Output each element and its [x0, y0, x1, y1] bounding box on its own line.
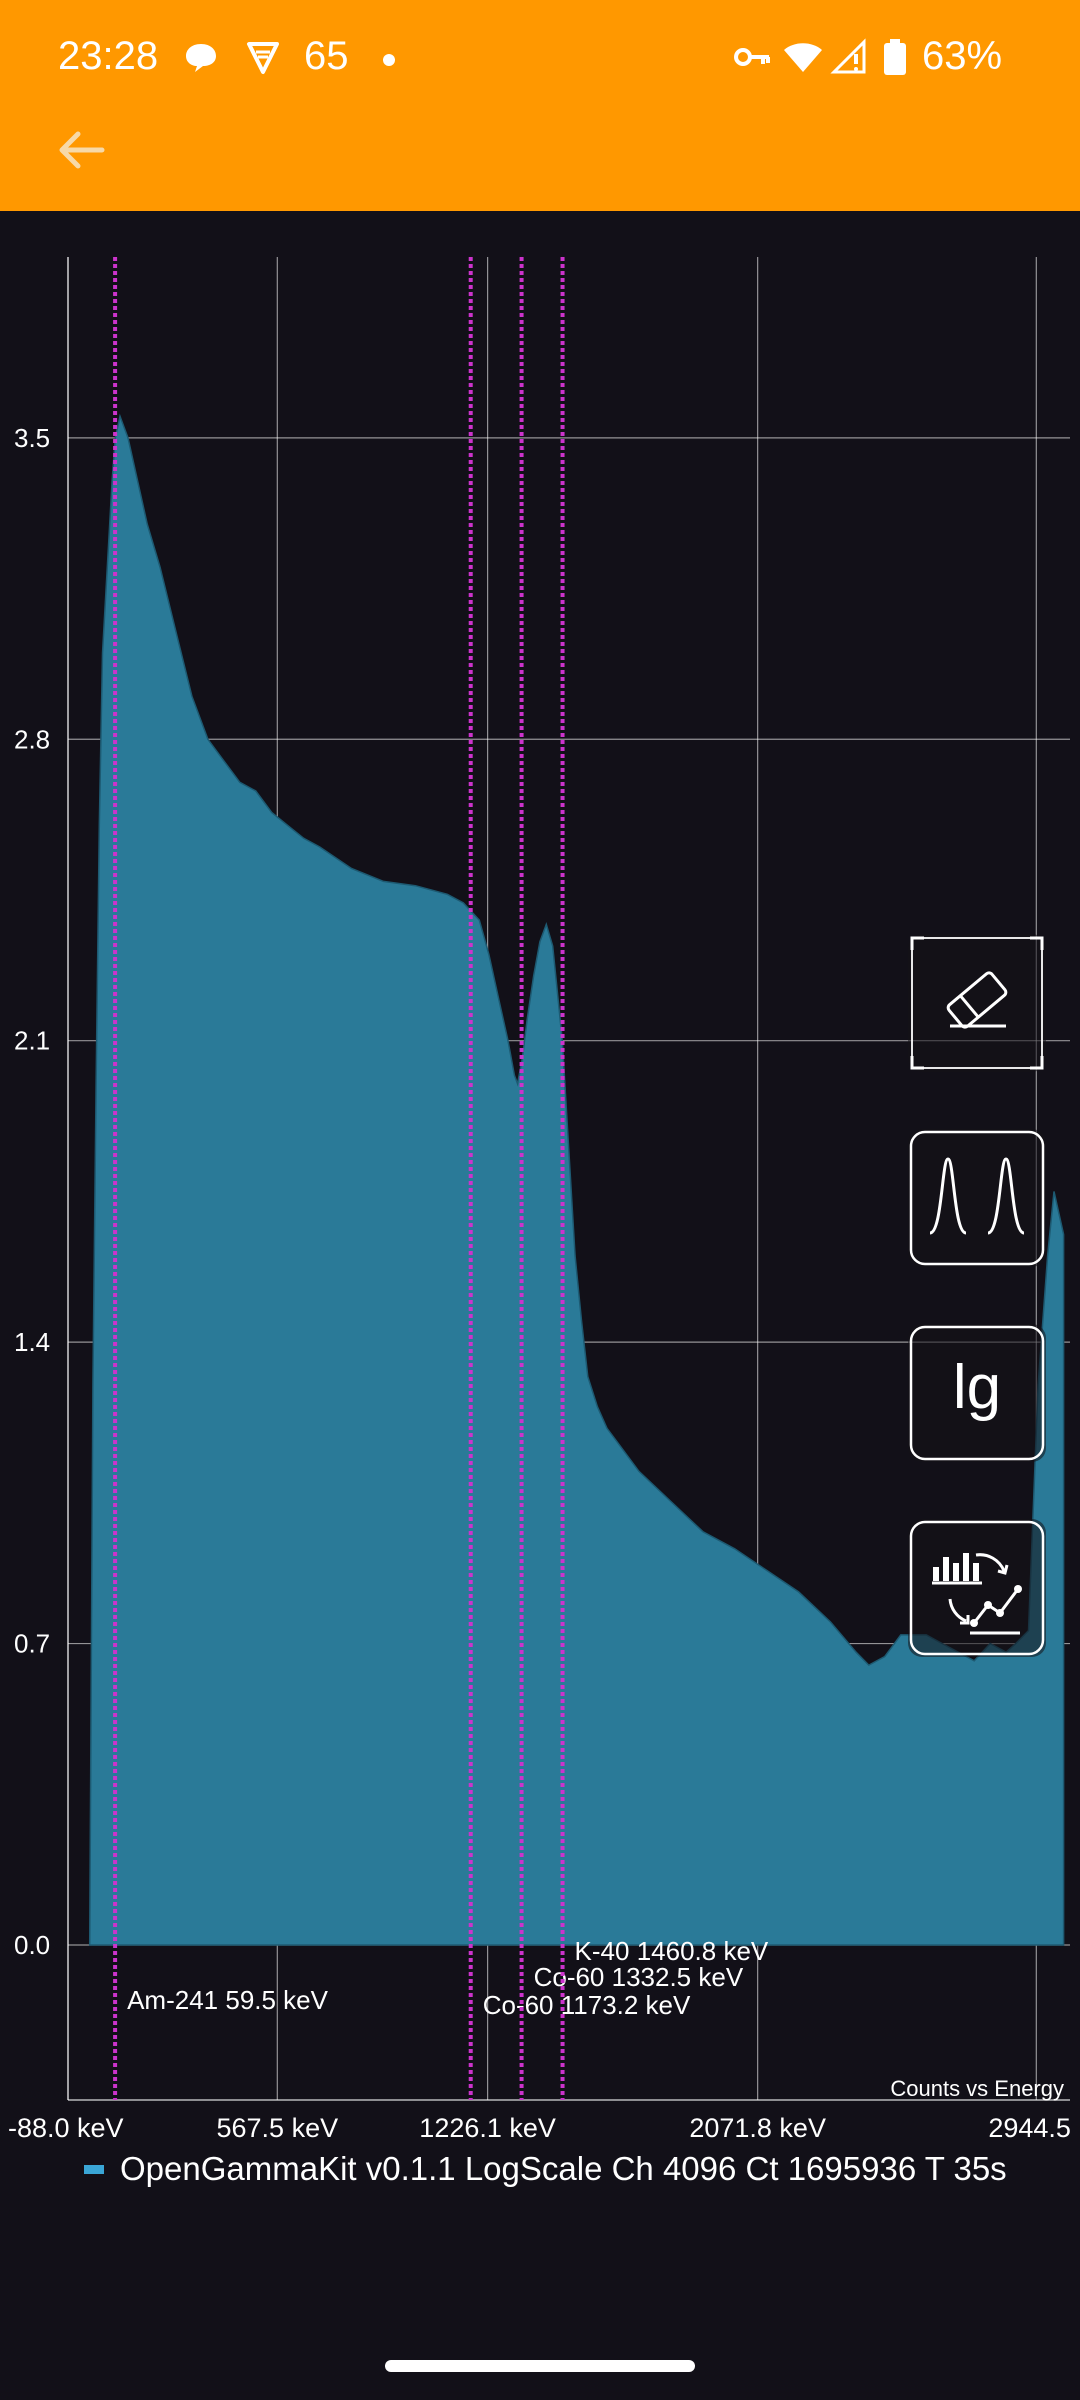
arrow-left-icon[interactable] [50, 118, 114, 182]
x-axis-ticks: -88.0 keV 567.5 keV 1226.1 keV 2071.8 keV 29… [8, 2113, 1080, 2143]
y-tick-label: 2.8 [14, 724, 50, 754]
wifi-icon [784, 43, 822, 72]
x-tick-label: 567.5 keV [217, 2113, 339, 2143]
notification-count: 65 [304, 34, 349, 78]
gaussian-peaks-icon [909, 1130, 1045, 1266]
log-scale-label: lg [953, 1353, 1001, 1422]
x-tick-label: 2071.8 keV [689, 2113, 826, 2143]
app-bar [0, 0, 1080, 211]
peaks-button[interactable] [908, 1129, 1046, 1267]
home-gesture-bar[interactable] [385, 2360, 695, 2372]
battery-level: 63% [922, 34, 1003, 78]
y-tick-label: 0.7 [14, 1629, 50, 1659]
x-tick-label: 2944.5 keV [988, 2113, 1080, 2143]
log-scale-button[interactable]: lg [908, 1324, 1046, 1462]
status-time: 23:28 [58, 34, 159, 78]
dot-icon [383, 54, 395, 66]
battery-icon [884, 39, 906, 75]
eraser-icon [910, 936, 1044, 1070]
vpn-shield-icon [247, 42, 279, 74]
y-axis-ticks: 0.0 0.7 1.4 2.1 2.8 3.5 [14, 423, 50, 1960]
y-tick-label: 3.5 [14, 423, 50, 453]
peak-marker-label: Co-60 1332.5 keV [534, 1962, 744, 1992]
peak-marker-label: K-40 1460.8 keV [575, 1936, 769, 1966]
peak-marker-label: Am-241 59.5 keV [127, 1985, 329, 2015]
peak-marker-label: Co-60 1173.2 keV [483, 1990, 691, 2020]
key-icon [734, 48, 770, 66]
legend-label: OpenGammaKit v0.1.1 LogScale Ch 4096 Ct … [120, 2150, 1007, 2187]
chat-bubble-icon [186, 44, 216, 72]
status-bar: 23:28 65 63% [0, 0, 1080, 120]
x-tick-label: 1226.1 keV [419, 2113, 556, 2143]
y-tick-label: 0.0 [14, 1930, 50, 1960]
chart-description: Counts vs Energy [890, 2076, 1064, 2101]
y-tick-label: 1.4 [14, 1327, 50, 1357]
chart-legend: OpenGammaKit v0.1.1 LogScale Ch 4096 Ct … [84, 2147, 1007, 2191]
y-tick-label: 2.1 [14, 1026, 50, 1056]
chart-mode-button[interactable] [908, 1519, 1046, 1657]
clear-button[interactable] [908, 934, 1046, 1072]
legend-swatch [84, 2164, 104, 2174]
signal-icon [830, 38, 866, 74]
bar-line-switch-icon [909, 1520, 1045, 1656]
x-tick-label: -88.0 keV [8, 2113, 124, 2143]
lg-text-icon: lg [909, 1325, 1045, 1461]
